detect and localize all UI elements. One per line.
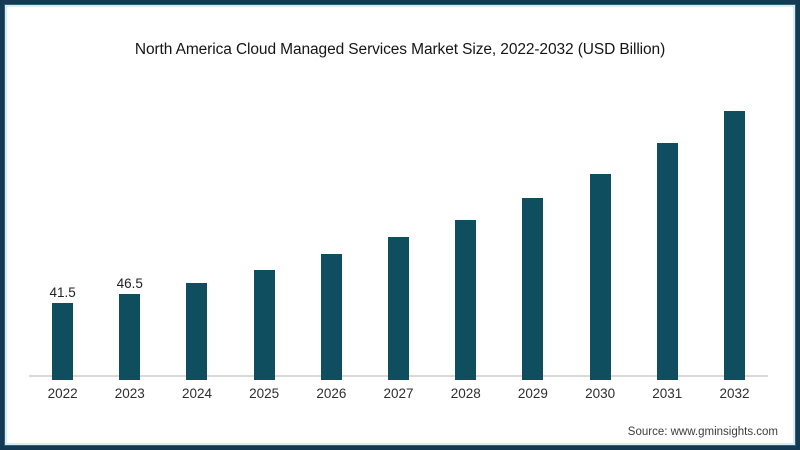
x-axis-labels: 2022 2023 2024 2025 2026 2027 2028 2029 2030 2031… bbox=[29, 386, 768, 401]
x-axis-label-2031: 2031 bbox=[652, 386, 683, 401]
bar-2022 bbox=[52, 303, 74, 380]
x-axis-label-2027: 2027 bbox=[383, 386, 414, 401]
x-axis-label-2032: 2032 bbox=[719, 386, 750, 401]
x-axis-label-2022: 2022 bbox=[47, 386, 78, 401]
x-axis-label-2029: 2029 bbox=[517, 386, 548, 401]
source-attribution: Source: www.gminsights.com bbox=[627, 426, 778, 438]
x-axis-label-2026: 2026 bbox=[316, 386, 347, 401]
bar-2030 bbox=[589, 174, 611, 380]
bar-2025 bbox=[253, 270, 275, 380]
bar-slot-2030 bbox=[567, 108, 634, 380]
x-axis-label-2025: 2025 bbox=[249, 386, 280, 401]
bar-slot-2024 bbox=[163, 108, 230, 380]
chart-title: North America Cloud Managed Services Mar… bbox=[134, 41, 666, 58]
x-axis-label-2023: 2023 bbox=[114, 386, 145, 401]
bar-slot-2023: 46.5 bbox=[96, 108, 163, 380]
bars-container: 41.5 46.5 bbox=[29, 108, 768, 380]
bar-slot-2026 bbox=[298, 108, 365, 380]
bar-2029 bbox=[522, 198, 544, 380]
bar-2024 bbox=[186, 283, 208, 380]
x-axis-label-2024: 2024 bbox=[181, 386, 212, 401]
bar-slot-2027 bbox=[365, 108, 432, 380]
bar-2027 bbox=[388, 237, 410, 380]
bar-slot-2025 bbox=[231, 108, 298, 380]
x-axis-label-2030: 2030 bbox=[585, 386, 616, 401]
bar-slot-2029 bbox=[499, 108, 566, 380]
bar-slot-2032 bbox=[701, 108, 768, 380]
bar-2023 bbox=[119, 294, 141, 380]
bar-slot-2028 bbox=[432, 108, 499, 380]
bar-value-label-2023: 46.5 bbox=[116, 275, 143, 291]
bar-2032 bbox=[723, 111, 745, 380]
bar-value-label-2022: 41.5 bbox=[49, 284, 76, 300]
x-axis-label-2028: 2028 bbox=[450, 386, 481, 401]
bar-2031 bbox=[656, 143, 678, 380]
bar-2026 bbox=[320, 254, 342, 380]
bar-2028 bbox=[455, 220, 477, 380]
bar-slot-2031 bbox=[634, 108, 701, 380]
bar-slot-2022: 41.5 bbox=[29, 108, 96, 380]
